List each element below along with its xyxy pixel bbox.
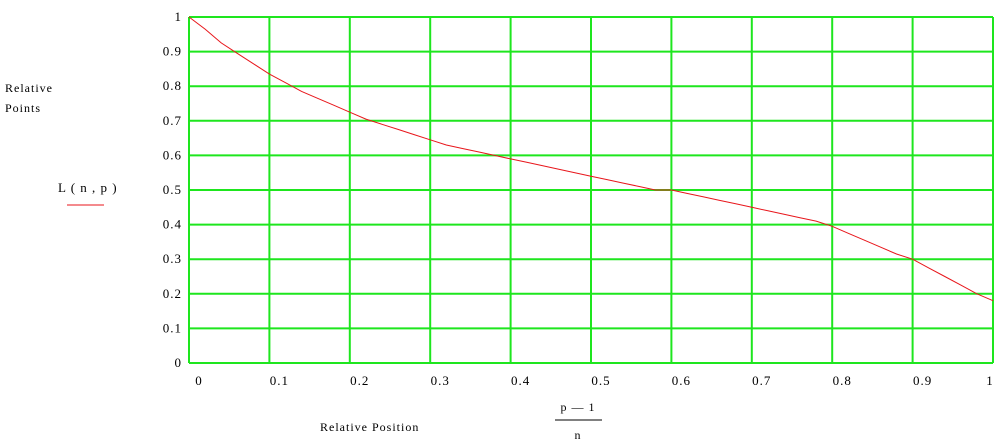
y-tick-label: 0.3 [163, 251, 182, 266]
y-tick-label: 0.1 [163, 320, 182, 335]
x-tick-label: 0.5 [591, 373, 610, 388]
y-axis-ticks: 0 0.1 0.2 0.3 0.4 0.5 0.6 0.7 0.8 0.9 1 [163, 9, 183, 370]
y-tick-label: 0.4 [163, 217, 182, 232]
x-axis-ticks: 0 0.1 0.2 0.3 0.4 0.5 0.6 0.7 0.8 0.9 1 [195, 373, 994, 388]
y-tick-label: 0.5 [163, 182, 182, 197]
x-tick-label: 0.3 [431, 373, 450, 388]
x-tick-label: 0.1 [270, 373, 289, 388]
y-axis-label-line-2: Points [5, 101, 41, 115]
x-tick-label: 0.4 [511, 373, 530, 388]
y-tick-label: 0.9 [163, 44, 182, 59]
x-expression-denominator: n [575, 428, 582, 442]
x-tick-label: 0.8 [833, 373, 852, 388]
x-tick-label: 0.2 [350, 373, 369, 388]
x-expression-numerator: p — 1 [561, 400, 596, 414]
y-tick-label: 0.2 [163, 286, 182, 301]
x-tick-label: 1 [986, 373, 994, 388]
y-tick-label: 0.7 [163, 113, 182, 128]
x-tick-label: 0 [195, 373, 203, 388]
legend-label: L ( n , p ) [58, 180, 118, 195]
y-tick-label: 1 [175, 9, 183, 24]
grid [188, 16, 994, 364]
y-tick-label: 0.6 [163, 147, 182, 162]
x-tick-label: 0.7 [752, 373, 771, 388]
x-axis-label: Relative Position [320, 420, 419, 434]
series-line [188, 16, 994, 302]
y-tick-label: 0.8 [163, 78, 182, 93]
y-axis-label-line-1: Relative [5, 81, 53, 95]
x-tick-label: 0.6 [672, 373, 691, 388]
y-tick-label: 0 [175, 355, 183, 370]
x-tick-label: 0.9 [913, 373, 932, 388]
